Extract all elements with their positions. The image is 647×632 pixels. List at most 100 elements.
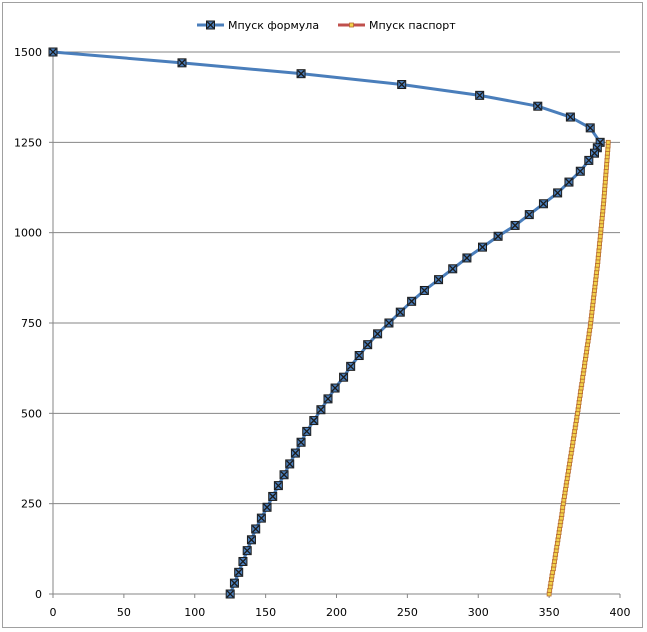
marker-cross (310, 416, 318, 425)
data-point (346, 361, 356, 371)
marker-cross (324, 395, 332, 403)
data-point (268, 491, 278, 501)
marker-cross (494, 232, 502, 240)
x-tick-label: 0 (50, 606, 57, 619)
data-point (296, 437, 306, 447)
data-point (330, 383, 340, 393)
data-point (565, 112, 575, 122)
marker-cross (576, 167, 584, 175)
data-point (564, 177, 574, 187)
data-point (397, 80, 407, 90)
gridlines (53, 51, 620, 505)
x-axis-ticks: 0 50 100 150 200 250 300 350 400 (50, 594, 631, 619)
marker-cross (566, 113, 575, 121)
data-point (279, 470, 289, 480)
data-point (262, 502, 272, 512)
marker-cross (565, 178, 573, 186)
marker-cross (317, 406, 325, 414)
data-point (395, 307, 405, 317)
marker-cross (339, 373, 348, 381)
data-point (256, 513, 266, 523)
marker-cross (252, 525, 260, 533)
marker-cross (511, 221, 519, 230)
marker-cross (303, 427, 311, 436)
data-point (407, 296, 417, 306)
data-point (234, 567, 244, 577)
legend: Мпуск формула Мпуск паспорт (197, 19, 456, 32)
marker-cross (476, 91, 484, 100)
x-tick-label: 200 (326, 606, 347, 619)
marker-cross (239, 557, 247, 566)
data-point (339, 372, 349, 382)
data-point (605, 139, 611, 145)
marker-cross (407, 297, 416, 305)
y-tick-label: 250 (21, 498, 42, 511)
data-point (373, 329, 383, 339)
data-point (246, 535, 256, 545)
marker-cross (257, 514, 266, 522)
legend-label: Мпуск паспорт (369, 19, 456, 32)
y-tick-label: 1250 (14, 136, 42, 149)
data-point (48, 47, 58, 57)
data-point (493, 231, 503, 241)
data-point (363, 340, 373, 350)
data-point (309, 416, 319, 426)
marker-cross (280, 471, 288, 479)
data-point (229, 578, 239, 588)
data-point (242, 546, 252, 556)
marker-cross (534, 102, 542, 110)
y-axis-ticks: 0 250 500 750 1000 1250 1500 (14, 46, 53, 601)
marker-cross (269, 492, 277, 501)
data-point (448, 264, 458, 274)
marker-cross (297, 438, 305, 446)
data-point (524, 210, 534, 220)
data-point (290, 448, 300, 458)
x-tick-label: 150 (255, 606, 276, 619)
marker-cross (525, 210, 533, 219)
marker-cross (235, 568, 243, 576)
data-point (584, 155, 594, 165)
data-point (575, 166, 585, 176)
data-point (589, 148, 599, 158)
marker-cross (385, 319, 393, 327)
data-point (273, 481, 283, 491)
data-point (462, 253, 472, 263)
marker-cross (373, 330, 382, 338)
data-point (533, 101, 543, 111)
data-point (177, 58, 187, 68)
data-point (510, 220, 520, 230)
marker-cross (286, 460, 294, 468)
x-tick-label: 50 (117, 606, 131, 619)
legend-item-1: Мпуск формула (197, 19, 319, 32)
marker-cross (274, 481, 283, 490)
marker-cross (226, 590, 234, 598)
data-point (434, 275, 444, 285)
marker-cross (398, 80, 406, 89)
marker-cross (347, 362, 355, 371)
marker-cross (230, 579, 239, 587)
y-tick-label: 1500 (14, 46, 42, 59)
marker-cross (291, 449, 300, 457)
marker-cross (590, 149, 599, 157)
data-point (384, 318, 394, 328)
series-1 (48, 47, 605, 599)
data-point (296, 69, 306, 79)
marker-cross (586, 124, 594, 132)
legend-item-2: Мпуск паспорт (338, 19, 456, 32)
data-point (538, 199, 548, 209)
marker-cross (434, 275, 443, 284)
marker-cross (49, 48, 57, 56)
marker-cross (355, 351, 363, 360)
marker-cross (364, 341, 372, 349)
marker-cross (463, 254, 471, 262)
data-point (251, 524, 261, 534)
marker-cross (247, 536, 256, 544)
marker-cross (331, 384, 339, 392)
marker-cross (553, 189, 562, 197)
data-point (478, 242, 488, 252)
marker-cross (539, 200, 548, 208)
marker-cross (263, 503, 271, 511)
y-tick-label: 750 (21, 317, 42, 330)
data-point (419, 285, 429, 295)
